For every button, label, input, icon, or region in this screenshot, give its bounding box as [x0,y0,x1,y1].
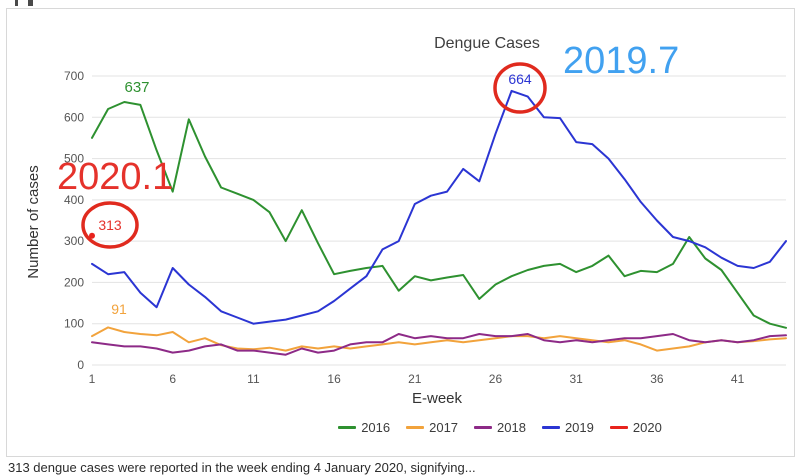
x-tick-label: 1 [89,372,96,386]
y-tick-label: 100 [64,317,84,331]
series-point-2020 [89,232,95,239]
legend: 2016 2017 2018 2019 2020 [200,420,800,435]
x-tick-label: 6 [169,372,176,386]
y-tick-label: 700 [64,69,84,83]
annotation-2019-peak-week: 2019.7 [563,40,679,82]
label-2020-start: 313 [98,217,122,233]
y-tick-label: 400 [64,193,84,207]
chart-title: Dengue Cases [434,35,540,52]
chart-card [6,8,795,457]
x-tick-label: 21 [408,372,422,386]
legend-swatch-2020 [609,426,628,429]
red-circle-2020-start [81,201,139,249]
legend-label-2019: 2019 [564,420,594,435]
label-2017-peak: 91 [111,301,127,317]
label-2019-peak: 664 [508,71,532,87]
label-2016-peak: 637 [124,79,149,96]
legend-label-2017: 2017 [429,420,459,435]
legend-item-2020: 2020 [609,420,662,435]
series-line-2018 [91,333,787,356]
legend-item-2017: 2017 [406,420,458,435]
x-tick-label: 26 [489,372,503,386]
y-tick-label: 600 [64,110,84,124]
caption-text: 313 dengue cases were reported in the we… [8,460,476,475]
legend-label-2018: 2018 [497,420,526,435]
x-tick-label: 16 [327,372,341,386]
legend-swatch-2019 [541,426,560,429]
legend-item-2018: 2018 [474,420,526,435]
y-tick-label: 300 [64,234,84,248]
red-circle-2019-peak [493,62,547,114]
cropped-text-fragment [15,0,33,6]
legend-item-2019: 2019 [541,420,594,435]
y-tick-label: 200 [64,275,84,289]
series-line-2017 [91,326,787,352]
y-axis-label: Number of cases [25,165,42,278]
x-tick-label: 11 [247,372,260,386]
series-line-2016 [91,101,787,329]
legend-label-2020: 2020 [632,420,662,435]
legend-label-2016: 2016 [361,420,391,435]
legend-swatch-2016 [338,426,357,429]
y-tick-label: 500 [64,152,84,166]
annotation-2020-start-week: 2020.1 [57,156,173,198]
x-tick-label: 36 [650,372,664,386]
legend-swatch-2018 [474,426,493,429]
series-line-2019 [91,89,787,325]
legend-swatch-2017 [406,426,425,429]
x-tick-label: 31 [570,372,584,386]
x-axis-label: E-week [412,390,463,407]
series-lines [89,89,787,356]
legend-item-2016: 2016 [338,420,390,435]
x-tick-label: 41 [731,372,745,386]
y-tick-label: 0 [77,358,84,372]
